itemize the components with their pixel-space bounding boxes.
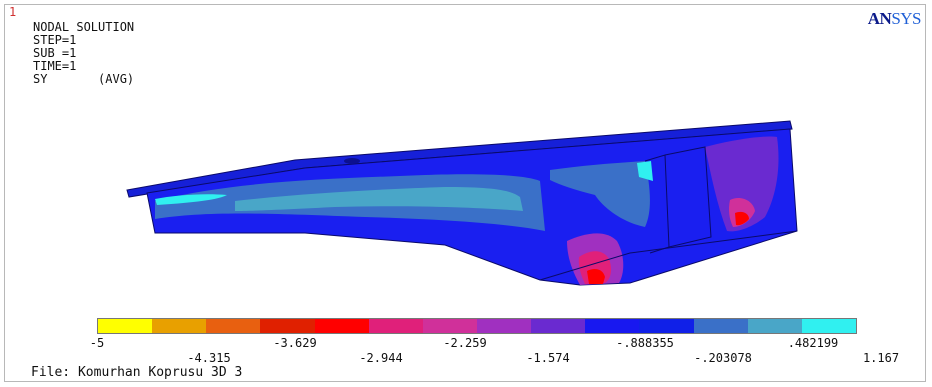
sub-line: SUB =1 (33, 46, 77, 60)
legend-swatch-6 (368, 319, 423, 333)
step-line: STEP=1 (33, 33, 77, 47)
contour-legend-bar (97, 318, 857, 334)
legend-label-top-4: -.888355 (616, 336, 674, 350)
legend-swatch-8 (476, 319, 532, 333)
stress-region-right-peak (735, 211, 749, 226)
legend-swatch-11 (639, 319, 694, 333)
legend-label-bottom-4: -.203078 (694, 351, 752, 365)
result-line: SY (AVG) (33, 72, 135, 86)
diaphragm-outline-2 (664, 146, 712, 248)
solution-title: NODAL SOLUTION (33, 20, 135, 34)
legend-label-top-2: -3.629 (273, 336, 317, 350)
legend-swatch-13 (747, 319, 802, 333)
legend-swatch-1 (98, 319, 153, 333)
stress-tip-cyan (155, 194, 227, 205)
legend-label-bottom-5: 1.167 (862, 351, 900, 365)
legend-swatch-14 (801, 319, 856, 333)
bridge-deck-top (126, 120, 793, 198)
stress-spot-cyan (637, 161, 653, 181)
stress-patch-mid (550, 161, 650, 227)
stress-region-right (705, 136, 779, 232)
legend-label-bottom-2: -2.944 (359, 351, 403, 365)
solution-info: NODAL SOLUTION STEP=1 SUB =1 TIME=1 SY (… (33, 21, 134, 86)
file-name: File: Komurhan Koprusu 3D 3 (31, 365, 243, 380)
time-line: TIME=1 (33, 59, 77, 73)
legend-swatch-12 (693, 319, 748, 333)
legend-label-top-1: -5 (89, 336, 105, 350)
legend-swatch-2 (152, 319, 207, 333)
stress-band-mid (235, 187, 523, 211)
legend-swatch-3 (206, 319, 261, 333)
stress-concentration-peak (587, 269, 605, 284)
window-number: 1 (9, 5, 17, 19)
legend-swatch-9 (531, 319, 586, 333)
legend-swatch-7 (422, 319, 477, 333)
legend-label-top-5: .482199 (787, 336, 839, 350)
diaphragm-outline-1 (644, 154, 670, 254)
legend-label-bottom-3: -1.574 (526, 351, 570, 365)
bottom-flange-edge (539, 230, 798, 281)
legend-swatch-5 (314, 319, 369, 333)
deck-hole (344, 158, 360, 164)
legend-swatch-10 (585, 319, 640, 333)
graphics-window: 1 NODAL SOLUTION STEP=1 SUB =1 TIME=1 SY… (4, 4, 926, 382)
ansys-logo: ANSYS (867, 9, 922, 28)
bridge-model-plot[interactable] (5, 5, 927, 383)
legend-swatch-4 (260, 319, 315, 333)
legend-label-top-3: -2.259 (443, 336, 487, 350)
legend-label-bottom-1: -4.315 (187, 351, 231, 365)
